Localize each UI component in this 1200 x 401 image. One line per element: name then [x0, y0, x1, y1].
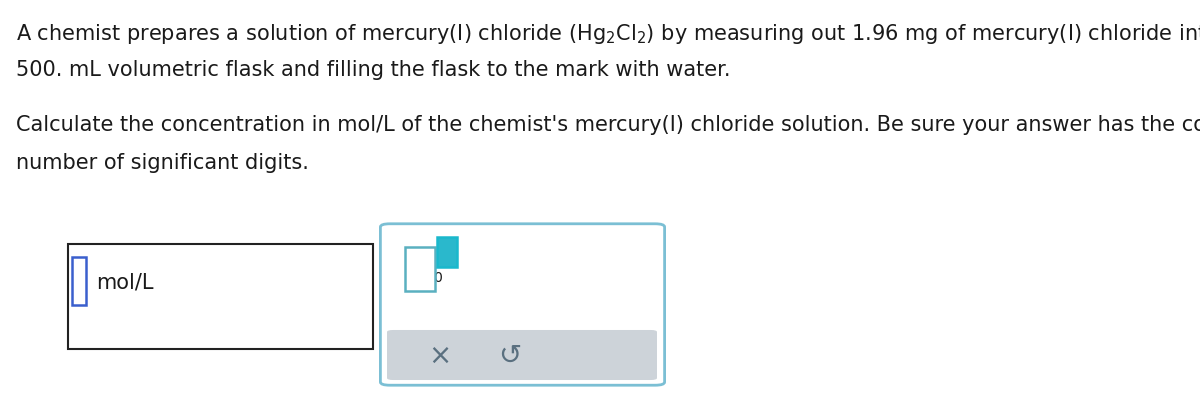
Text: ×: × — [428, 341, 451, 369]
Text: A chemist prepares a solution of mercury(I) chloride $\left(\mathrm{Hg_2Cl_2}\ri: A chemist prepares a solution of mercury… — [16, 22, 1200, 46]
Text: x10: x10 — [418, 270, 444, 284]
Bar — [437, 237, 457, 267]
Text: ↺: ↺ — [498, 341, 522, 369]
Bar — [406, 247, 436, 291]
Text: Calculate the concentration in mol/L of the chemist's mercury(I) chloride soluti: Calculate the concentration in mol/L of … — [16, 115, 1200, 135]
Text: mol/L: mol/L — [96, 271, 154, 291]
Bar — [68, 244, 373, 349]
FancyBboxPatch shape — [380, 224, 665, 385]
Text: number of significant digits.: number of significant digits. — [16, 153, 308, 172]
Bar — [72, 257, 86, 305]
FancyBboxPatch shape — [386, 330, 658, 380]
Text: 500. mL volumetric flask and filling the flask to the mark with water.: 500. mL volumetric flask and filling the… — [16, 60, 731, 80]
